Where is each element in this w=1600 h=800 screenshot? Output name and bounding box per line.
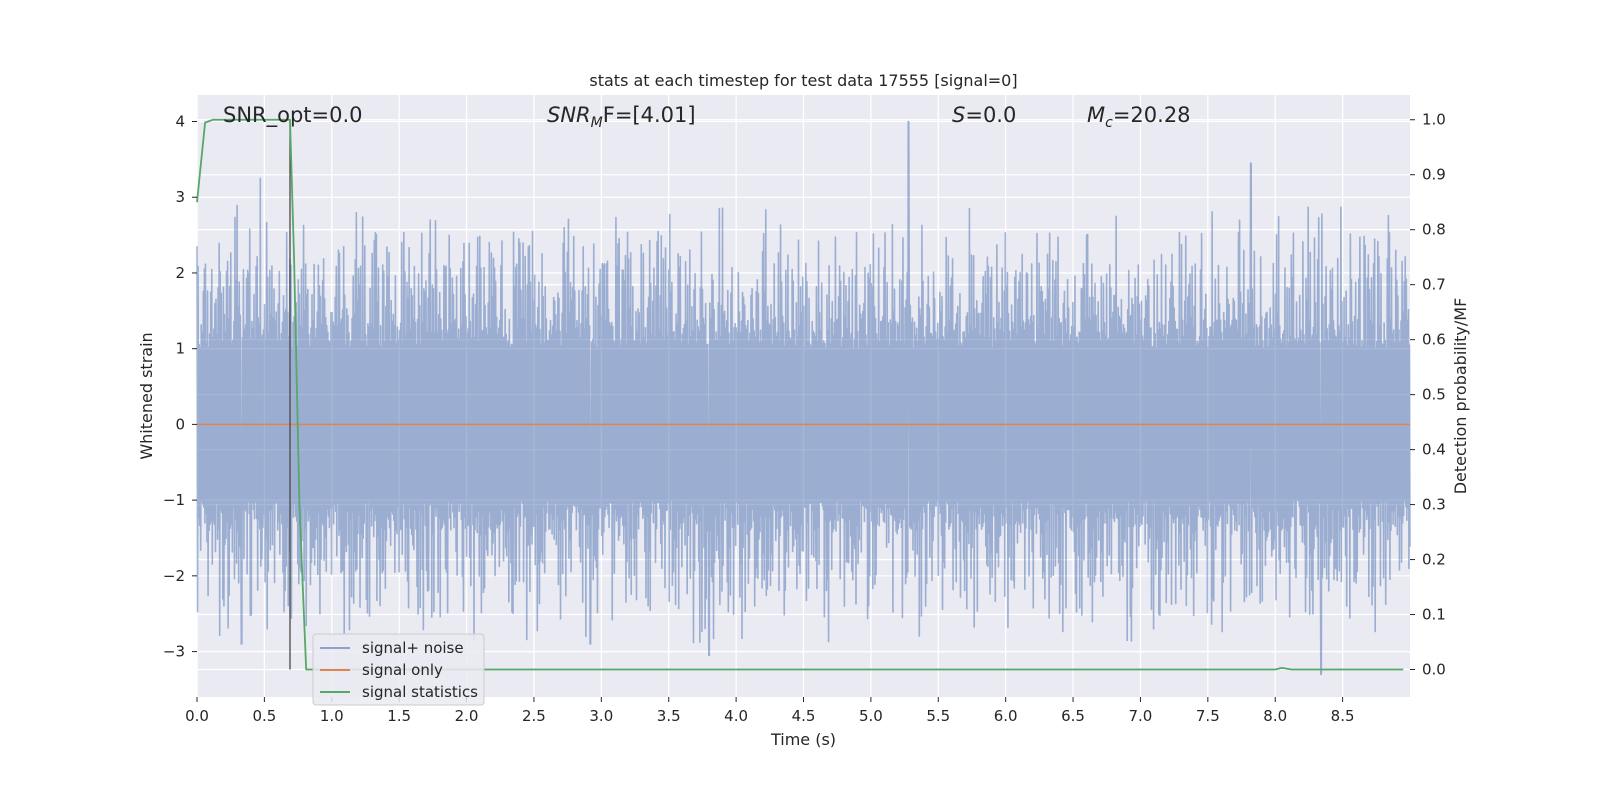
y-left-tick-label: 1 [175, 340, 185, 358]
y-axis-left-label: Whitened strain [137, 332, 156, 459]
x-tick-label: 2.0 [455, 707, 479, 725]
y-right-tick-label: 0.5 [1422, 386, 1446, 404]
annotation-mc: Mc=20.28 [1087, 103, 1191, 131]
legend-label-signal-only: signal only [362, 661, 443, 679]
y-right-tick-label: 0.0 [1422, 661, 1446, 679]
x-tick-label: 4.0 [724, 707, 748, 725]
chart-title: stats at each timestep for test data 175… [589, 71, 1017, 90]
legend-box [312, 633, 485, 706]
y-right-tick-label: 0.8 [1422, 221, 1446, 239]
annotation-mc-base: M [1087, 103, 1105, 127]
y-left-tick-label: −3 [163, 643, 185, 661]
y-left-tick-label: −2 [163, 567, 185, 585]
legend: signal+ noise signal only signal statist… [312, 633, 485, 706]
y-left-tick-label: 0 [175, 415, 185, 433]
y-axis-right-label: Detection probability/MF [1451, 298, 1470, 495]
y-right-tick-label: 0.9 [1422, 166, 1446, 184]
x-tick-label: 0.0 [185, 707, 209, 725]
annotation-s-var: S [952, 103, 965, 127]
signal-noise-series [196, 120, 1411, 676]
signal-noise-line [196, 120, 1411, 676]
annotation-s: S=0.0 [952, 103, 1016, 127]
legend-label-signal-statistics: signal statistics [362, 683, 478, 701]
y-left-tick-label: −1 [163, 491, 185, 509]
x-tick-label: 7.5 [1196, 707, 1220, 725]
annotation-s-rest: =0.0 [965, 103, 1016, 127]
x-axis-label: Time (s) [770, 730, 836, 749]
y-left-ticks: −3 −2 −1 0 1 2 3 4 [163, 113, 197, 661]
legend-label-signal-noise: signal+ noise [362, 639, 464, 657]
y-left-tick-label: 3 [175, 188, 185, 206]
annotation-snr-mf: SNRMF=[4.01] [547, 103, 696, 131]
x-tick-label: 5.0 [859, 707, 883, 725]
y-right-tick-label: 0.6 [1422, 331, 1446, 349]
x-tick-label: 8.0 [1263, 707, 1287, 725]
y-right-tick-label: 0.7 [1422, 276, 1446, 294]
y-right-tick-label: 0.4 [1422, 441, 1446, 459]
annotation-snr-mf-rest: F=[4.01] [603, 103, 696, 127]
y-left-tick-label: 4 [175, 113, 185, 131]
x-tick-label: 4.5 [792, 707, 816, 725]
x-ticks: 0.0 0.5 1.0 1.5 2.0 2.5 3.0 3.5 4.0 4.5 5.0 5.5 6.0 6… [185, 697, 1355, 725]
annotation-snr-opt: SNR_opt=0.0 [223, 103, 363, 128]
annotation-snr-mf-base: SNR [547, 103, 591, 127]
y-right-tick-label: 0.3 [1422, 496, 1446, 514]
annotation-snr-mf-sub: M [591, 115, 603, 131]
x-tick-label: 6.0 [994, 707, 1018, 725]
x-tick-label: 6.5 [1061, 707, 1085, 725]
x-tick-label: 1.5 [387, 707, 411, 725]
annotation-mc-rest: =20.28 [1113, 103, 1191, 127]
x-tick-label: 8.5 [1331, 707, 1355, 725]
y-right-tick-label: 0.2 [1422, 551, 1446, 569]
annotation-mc-sub: c [1105, 115, 1113, 131]
x-tick-label: 2.5 [522, 707, 546, 725]
x-tick-label: 0.5 [252, 707, 276, 725]
x-tick-label: 3.0 [589, 707, 613, 725]
y-left-tick-label: 2 [175, 264, 185, 282]
x-tick-label: 3.5 [657, 707, 681, 725]
x-tick-label: 1.0 [320, 707, 344, 725]
x-tick-label: 7.0 [1129, 707, 1153, 725]
y-right-tick-label: 0.1 [1422, 606, 1446, 624]
y-right-ticks: 0.0 0.1 0.2 0.3 0.4 0.5 0.6 0.7 0.8 0.9 1.0 [1410, 111, 1446, 679]
x-tick-label: 5.5 [926, 707, 950, 725]
y-right-tick-label: 1.0 [1422, 111, 1446, 129]
